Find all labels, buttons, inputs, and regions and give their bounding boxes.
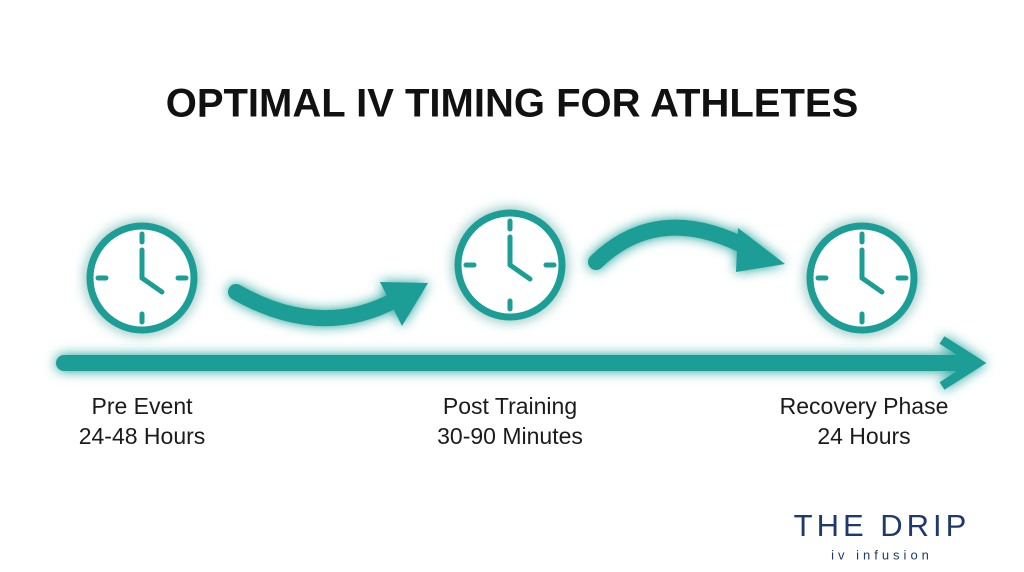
- logo-tagline: iv infusion: [831, 547, 933, 562]
- curved-arrows: [228, 219, 785, 327]
- arrow-head: [736, 228, 785, 272]
- clock-icon: [458, 213, 562, 317]
- stage-timing: 24-48 Hours: [79, 423, 206, 449]
- logo-name: THE DRIP: [794, 508, 971, 543]
- timeline: [56, 336, 987, 390]
- stage-label: Recovery Phase: [780, 393, 949, 419]
- clocks: [90, 213, 914, 330]
- clock-icon: [810, 226, 914, 330]
- stage-timing: 24 Hours: [817, 423, 910, 449]
- curved-arrow: [228, 284, 403, 327]
- stage-label: Pre Event: [92, 393, 194, 419]
- title: OPTIMAL IV TIMING FOR ATHLETES: [166, 82, 859, 126]
- arrow-head: [380, 282, 428, 326]
- clock-icon: [90, 226, 194, 330]
- curved-arrow: [588, 219, 760, 270]
- timeline-head: [939, 336, 987, 390]
- stage-label: Post Training: [443, 393, 577, 419]
- stage-timing: 30-90 Minutes: [437, 423, 583, 449]
